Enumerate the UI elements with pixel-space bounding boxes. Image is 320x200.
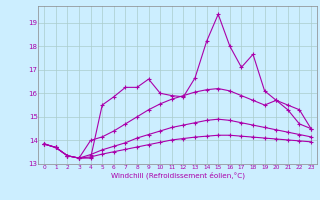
X-axis label: Windchill (Refroidissement éolien,°C): Windchill (Refroidissement éolien,°C) xyxy=(111,171,244,179)
